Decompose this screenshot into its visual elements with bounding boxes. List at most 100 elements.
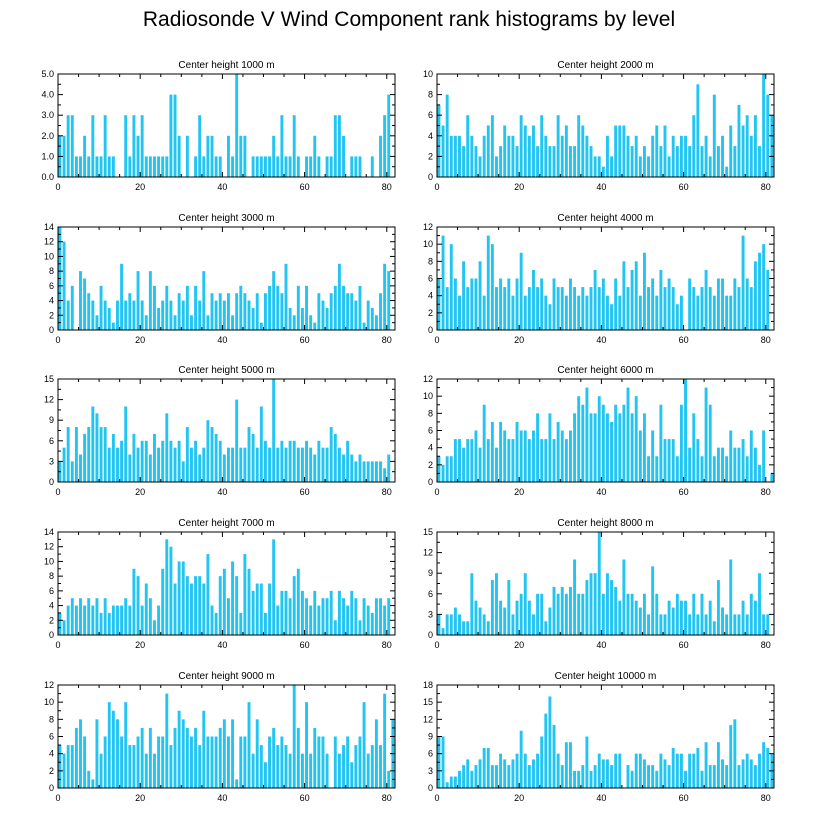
histogram-bar	[614, 278, 618, 330]
histogram-bar	[259, 156, 263, 177]
histogram-bar	[453, 776, 457, 788]
histogram-bar	[116, 719, 119, 788]
histogram-bar	[173, 315, 177, 330]
histogram-bar	[577, 593, 581, 635]
histogram-bar	[753, 115, 757, 177]
histogram-bar	[374, 598, 378, 635]
histogram-bar	[663, 287, 667, 330]
histogram-bar	[560, 287, 564, 330]
histogram-bar	[181, 300, 185, 330]
histogram-bar	[383, 115, 387, 177]
histogram-bar	[177, 561, 181, 635]
histogram-bar	[321, 598, 325, 635]
histogram-bar	[173, 94, 177, 177]
histogram-bar	[263, 762, 267, 788]
histogram-bar	[247, 427, 251, 482]
histogram-bar	[263, 612, 267, 635]
panel-6: Center height 6000 m 0 20 40 60 80 0 2 4 6 8 10 12	[423, 365, 775, 497]
histogram-bar	[362, 702, 366, 788]
histogram-bar	[337, 753, 341, 788]
histogram-bar	[704, 387, 708, 482]
histogram-bar	[91, 406, 95, 482]
histogram-bar	[585, 736, 589, 788]
panel-title: Center height 1000 m	[178, 60, 274, 71]
histogram-bar	[585, 135, 589, 177]
histogram-bar	[540, 593, 544, 635]
histogram-bar	[688, 278, 692, 330]
histogram-bar	[296, 447, 300, 482]
histogram-bar	[523, 573, 527, 635]
histogram-bar	[251, 307, 255, 330]
panel-title: Center height 6000 m	[557, 365, 653, 376]
histogram-bar	[218, 156, 222, 177]
histogram-bar	[325, 753, 329, 788]
histogram-bar	[296, 156, 300, 177]
histogram-bar	[231, 156, 235, 177]
histogram-bar	[350, 762, 354, 788]
histogram-bar	[762, 742, 766, 788]
y-tick-label: 12	[423, 222, 433, 232]
histogram-bar	[679, 600, 683, 635]
x-tick-label: 20	[135, 182, 145, 192]
y-tick-label: 12	[44, 237, 54, 247]
histogram-bar	[148, 156, 152, 177]
histogram-bar	[83, 278, 87, 330]
histogram-bar	[132, 115, 136, 177]
histogram-bar	[745, 115, 749, 177]
y-tick-label: 0	[49, 325, 54, 335]
histogram-bar	[124, 300, 128, 330]
histogram-bar	[140, 440, 144, 482]
histogram-bar	[647, 287, 651, 330]
histogram-bar	[132, 568, 136, 635]
y-tick-label: 6	[49, 732, 54, 742]
histogram-bar	[107, 447, 111, 482]
histogram-bar	[667, 765, 671, 788]
panel-10: Center height 10000 m 0 20 40 60 80 0 3 6 9 12 15 18	[423, 671, 775, 803]
panel-8: Center height 8000 m 0 20 40 60 80 0 3 6 9 12 15	[423, 518, 775, 650]
x-tick-label: 60	[679, 182, 689, 192]
histogram-bar	[445, 456, 449, 482]
histogram-bar	[638, 753, 642, 788]
histogram-bar	[515, 421, 519, 482]
histogram-bar	[729, 725, 733, 788]
histogram-bar	[136, 576, 140, 635]
y-tick-label: 14	[44, 222, 54, 232]
histogram-bar	[671, 135, 675, 177]
histogram-bar	[737, 614, 741, 635]
histogram-bar	[222, 300, 226, 330]
histogram-bar	[194, 727, 198, 788]
panel-title: Center height 8000 m	[557, 518, 653, 529]
histogram-bar	[618, 295, 622, 330]
histogram-bar	[169, 440, 173, 482]
histogram-bar	[379, 135, 382, 177]
histogram-bar	[634, 135, 638, 177]
histogram-bar	[741, 439, 745, 482]
x-tick-label: 20	[135, 335, 145, 345]
y-tick-label: 2	[49, 310, 54, 320]
panel-7: Center height 7000 m 0 20 40 60 80 0 2 4 6 8 10 12 14	[44, 518, 396, 650]
histogram-bar	[128, 156, 132, 177]
histogram-bar	[358, 736, 362, 788]
histogram-bar	[309, 753, 313, 788]
histogram-bar	[120, 263, 124, 330]
histogram-bar	[111, 605, 115, 635]
histogram-bar	[614, 404, 618, 482]
histogram-bar	[325, 156, 329, 177]
histogram-bar	[74, 156, 78, 177]
histogram-bar	[659, 404, 663, 482]
histogram-bar	[712, 765, 716, 788]
histogram-bar	[255, 447, 259, 482]
histogram-bar	[441, 235, 445, 330]
histogram-bar	[634, 261, 638, 330]
histogram-bar	[292, 115, 296, 177]
y-tick-label: 0	[49, 783, 54, 793]
y-tick-label: 2	[428, 151, 433, 161]
histogram-bar	[366, 461, 370, 482]
histogram-bar	[140, 300, 144, 330]
histogram-bar	[185, 285, 189, 330]
histogram-bar	[325, 447, 329, 482]
histogram-bar	[651, 278, 655, 330]
histogram-bar	[626, 287, 630, 330]
histogram-bar	[593, 269, 597, 330]
histogram-bar	[333, 433, 337, 482]
